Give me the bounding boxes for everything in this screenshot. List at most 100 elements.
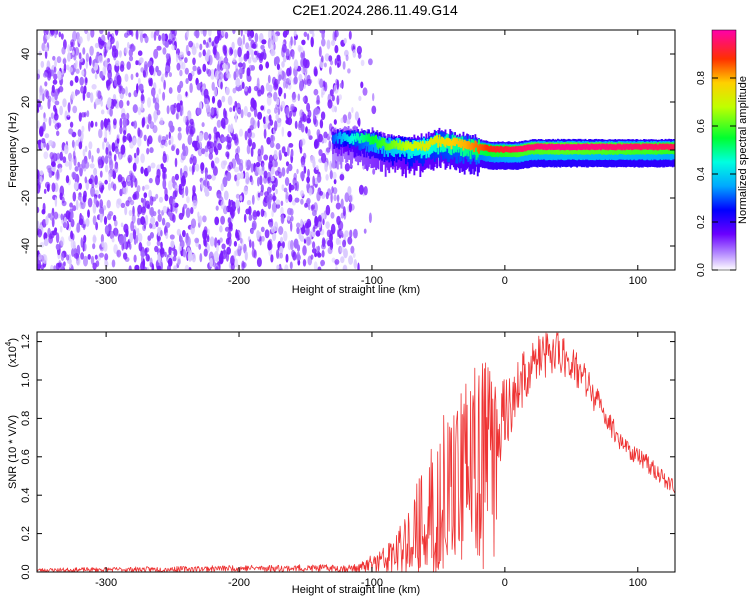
spectrogram-noise-cell: [281, 167, 286, 177]
spectrogram-noise-cell: [177, 84, 182, 94]
spectrogram-noise-cell: [303, 165, 307, 174]
spectrogram-noise-cell: [270, 254, 274, 263]
spectrogram-signal-cell: [494, 146, 497, 153]
spectrogram-signal-cell: [570, 144, 572, 150]
spectrogram-noise-cell: [311, 204, 316, 210]
spectrogram-signal-cell: [608, 143, 611, 150]
spectrogram-noise-cell: [112, 94, 117, 101]
spectrogram-noise-cell: [207, 174, 212, 180]
spectrogram-noise-cell: [129, 141, 134, 149]
spectrogram-noise-cell: [279, 245, 284, 255]
spectrogram-signal-cell: [503, 146, 505, 153]
spectrogram-signal-cell: [653, 144, 656, 150]
spectrogram-signal-cell: [390, 140, 393, 149]
spectrogram-noise-cell: [88, 121, 91, 132]
spectrogram-signal-cell: [421, 139, 424, 156]
spectrogram-signal-cell: [524, 145, 527, 152]
spectrogram-noise-cell: [71, 139, 75, 148]
spectrogram-noise-cell: [325, 191, 329, 200]
spectrogram-noise-cell: [139, 57, 144, 64]
spectrogram-noise-cell: [342, 239, 347, 248]
spectrogram-signal-cell: [621, 144, 624, 151]
spectrogram-noise-cell: [202, 180, 207, 186]
spectrogram-signal-cell: [408, 143, 411, 150]
spectrogram-signal-cell: [598, 143, 601, 150]
spectrogram-noise-cell: [160, 241, 163, 249]
spectrogram-noise-cell: [225, 87, 230, 96]
spectrogram-noise-cell: [50, 30, 54, 35]
spectrogram-noise-cell: [284, 264, 289, 270]
spectrogram-noise-cell: [168, 87, 173, 94]
spectrogram-signal-cell: [435, 137, 437, 153]
spectrogram-noise-cell: [104, 164, 109, 173]
spectrogram-signal-cell: [561, 144, 564, 150]
spectrogram-noise-cell: [53, 211, 59, 220]
spectrogram-noise-cell: [118, 99, 124, 109]
spectrogram-noise-cell: [192, 57, 196, 66]
spectrogram-noise-cell: [198, 51, 202, 58]
spectrogram-signal-cell: [472, 142, 474, 149]
spectrogram-noise-cell: [62, 58, 67, 65]
spectrogram-signal-cell: [427, 140, 430, 158]
spectrogram-noise-cell: [215, 266, 219, 270]
spectrogram-noise-cell: [329, 170, 333, 180]
spectrogram-noise-cell: [87, 197, 93, 208]
spectrogram-noise-cell: [246, 144, 251, 155]
spectrogram-signal-cell: [368, 133, 370, 142]
spectrogram-signal-cell: [515, 146, 517, 152]
spectrogram-noise-cell: [41, 138, 46, 144]
spectrogram-noise-cell: [133, 254, 137, 263]
spectrogram-noise-cell: [146, 240, 151, 247]
spectrogram-signal-cell: [510, 146, 513, 153]
spectrogram-noise-cell: [94, 73, 98, 80]
spectrogram-signal-cell: [613, 144, 616, 150]
spectrogram-noise-cell: [222, 63, 227, 70]
spectrogram-signal-cell: [391, 141, 394, 149]
spectrogram-signal-cell: [620, 144, 623, 151]
spectrogram-noise-cell: [132, 205, 135, 217]
spectrogram-signal-cell: [523, 145, 526, 151]
spectrogram-noise-cell: [59, 105, 63, 116]
spectrogram-noise-cell: [146, 124, 150, 130]
spectrogram-noise-cell: [309, 30, 313, 35]
spectrogram-signal-cell: [377, 140, 380, 150]
spectrogram-signal-cell: [571, 144, 574, 151]
spectrogram-noise-cell: [104, 128, 108, 139]
spectrogram-noise-cell: [158, 135, 162, 143]
spectrogram-signal-cell: [663, 144, 666, 150]
spectrogram-noise-cell: [132, 104, 138, 114]
spectrogram-noise-cell: [259, 190, 264, 197]
spectrogram-noise-cell: [123, 130, 127, 136]
spectrogram-signal-cell: [627, 144, 630, 150]
spectrogram-noise-cell: [137, 106, 142, 116]
spectrogram-noise-cell: [166, 105, 170, 115]
spectrogram-signal-layer: [332, 126, 675, 178]
spectrogram-noise-cell: [286, 145, 290, 157]
spectrogram-noise-cell: [251, 194, 255, 205]
spectrogram-noise-cell: [45, 30, 49, 35]
spectrogram-noise-cell: [41, 253, 46, 263]
spectrogram-noise-cell: [275, 113, 280, 121]
spectrogram-signal-cell: [338, 132, 340, 140]
spectrogram-signal-cell: [531, 144, 534, 151]
spectrogram-noise-cell: [37, 183, 41, 194]
spectrogram-noise-cell: [187, 110, 192, 121]
spectrogram-noise-cell: [265, 82, 270, 92]
spectrogram-noise-cell: [272, 33, 279, 43]
spectrogram-noise-cell: [189, 157, 193, 165]
spectrogram-noise-cell: [92, 243, 96, 250]
spectrogram-noise-cell: [269, 40, 275, 51]
spectrogram-noise-cell: [72, 150, 76, 160]
spectrogram-noise-cell: [191, 45, 197, 56]
spectrogram-noise-cell: [343, 37, 347, 44]
spectrogram-noise-cell: [283, 230, 288, 242]
spectrogram-noise-cell: [221, 136, 226, 143]
spectrogram-noise-cell: [179, 69, 183, 77]
spectrogram-noise-cell: [153, 48, 159, 59]
spectrogram-noise-cell: [276, 264, 280, 270]
spectrogram-noise-cell: [173, 248, 178, 257]
spectrogram-noise-cell: [327, 99, 333, 109]
spectrogram-noise-cell: [336, 79, 340, 90]
spectrogram-noise-cell: [200, 30, 204, 35]
spectrogram-signal-cell: [451, 139, 454, 146]
